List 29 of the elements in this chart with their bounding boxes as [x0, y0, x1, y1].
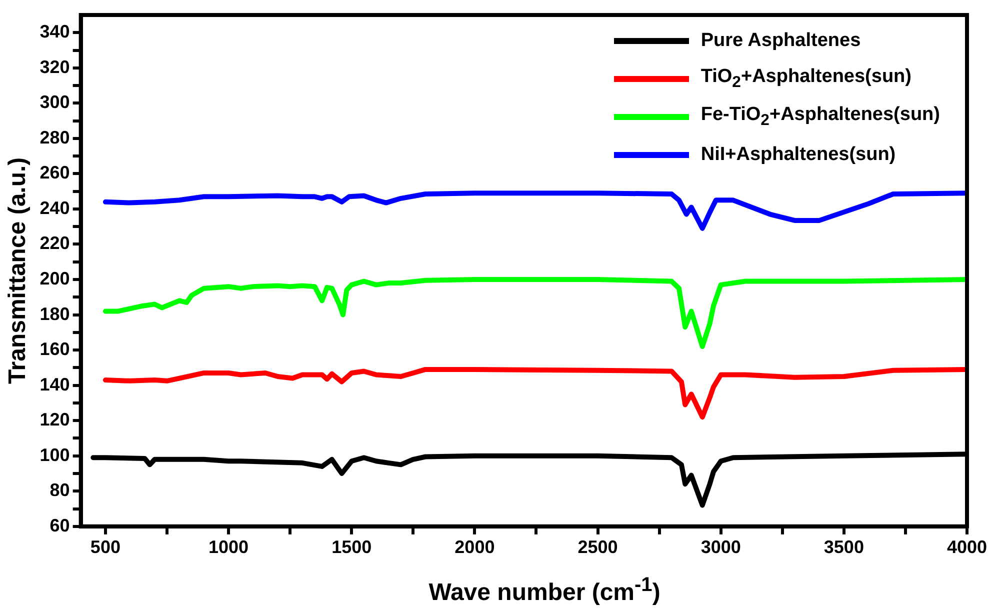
- y-tick-label: 160: [40, 339, 70, 360]
- legend-label: NiI+Asphaltenes(sun): [700, 144, 896, 166]
- legend-label: TiO$_{2}$+Asphaltenes(sun): [700, 66, 912, 92]
- y-tick-label: 300: [40, 92, 70, 112]
- legend-label: Pure Asphaltenes: [700, 30, 861, 52]
- y-tick-label: 100: [40, 444, 70, 465]
- x-tick-label: 1500: [332, 537, 372, 558]
- x-tick-label: 2000: [454, 537, 495, 558]
- x-tick-label: 3500: [824, 537, 864, 558]
- y-tick-label: 240: [40, 198, 70, 218]
- y-tick-label: 80: [50, 480, 70, 500]
- x-tick-label: 2500: [578, 537, 618, 558]
- y-tick-label: 220: [40, 233, 70, 254]
- y-tick-label: 140: [40, 374, 70, 394]
- y-tick-label: 280: [40, 127, 70, 148]
- x-tick-label: 1000: [208, 537, 249, 558]
- y-tick-label: 120: [40, 410, 70, 430]
- y-tick-label: 320: [40, 56, 70, 77]
- y-axis-title: Transmittance (a.u.): [4, 157, 32, 384]
- x-tick-label: 3000: [700, 537, 741, 558]
- x-axis-title: Wave number (cm$^{-1}$): [428, 574, 662, 607]
- y-tick-label: 340: [40, 22, 70, 42]
- y-tick-label: 60: [50, 515, 70, 536]
- x-tick-label: 4000: [946, 537, 988, 558]
- y-tick-label: 180: [40, 304, 70, 324]
- y-tick-label: 200: [40, 268, 70, 288]
- legend-label: Fe-TiO$_{2}$+Asphaltenes(sun): [700, 104, 940, 130]
- x-tick-label: 500: [90, 537, 120, 558]
- y-tick-label: 260: [40, 162, 70, 183]
